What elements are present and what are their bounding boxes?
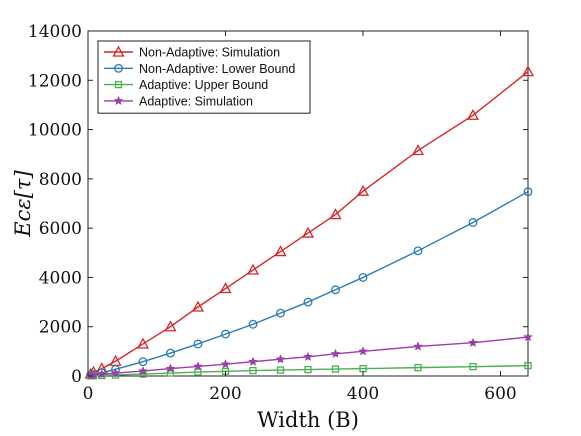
data-point bbox=[136, 337, 150, 349]
y-tick-label: 0 bbox=[71, 367, 82, 387]
data-point bbox=[166, 348, 175, 358]
legend-box bbox=[97, 40, 311, 114]
series-line bbox=[90, 191, 529, 376]
data-point bbox=[411, 144, 425, 156]
series-layer bbox=[84, 65, 535, 380]
legend-label: Non-Adaptive: Lower Bound bbox=[139, 62, 295, 76]
legend-label: Adaptive: Upper Bound bbox=[139, 78, 268, 92]
legend-marker bbox=[114, 63, 123, 73]
data-point bbox=[193, 361, 203, 371]
data-point bbox=[329, 208, 342, 220]
data-point bbox=[138, 357, 148, 367]
legend: Non-Adaptive: Simulation Non-Adaptive: Lo… bbox=[97, 40, 311, 114]
data-point bbox=[413, 341, 423, 351]
series-1 bbox=[84, 65, 535, 379]
data-point bbox=[304, 365, 312, 374]
data-point bbox=[303, 297, 313, 307]
x-tick-label: 600 bbox=[484, 384, 516, 404]
legend-marker bbox=[112, 45, 125, 57]
data-point bbox=[358, 346, 368, 356]
legend-entry: Non-Adaptive: Lower Bound bbox=[104, 62, 295, 76]
series-line bbox=[90, 336, 529, 377]
data-point bbox=[275, 354, 286, 364]
data-point bbox=[301, 226, 315, 238]
series-line bbox=[90, 364, 529, 377]
y-axis-label: Ecε[τ] bbox=[11, 170, 35, 238]
x-tick-label: 400 bbox=[347, 384, 379, 404]
data-point bbox=[138, 366, 148, 376]
data-point bbox=[193, 339, 203, 349]
data-point bbox=[468, 218, 478, 227]
data-point bbox=[164, 320, 177, 332]
legend-entry: Adaptive: Upper Bound bbox=[104, 78, 268, 92]
data-point bbox=[274, 245, 287, 257]
data-point bbox=[414, 363, 422, 372]
data-point bbox=[276, 366, 285, 374]
data-point bbox=[469, 362, 477, 371]
axes-layer: 0 200 400 600020004000600080001000012000140… bbox=[28, 22, 528, 404]
data-point bbox=[523, 332, 533, 342]
data-point bbox=[331, 365, 340, 373]
data-point bbox=[249, 366, 257, 375]
x-tick-label: 0 bbox=[83, 384, 94, 404]
data-point bbox=[356, 184, 370, 196]
data-point bbox=[468, 337, 478, 347]
legend-entry: Adaptive: Simulation bbox=[104, 94, 253, 108]
y-tick-label: 2000 bbox=[39, 318, 82, 338]
legend-marker bbox=[114, 80, 123, 89]
legend-label: Adaptive: Simulation bbox=[139, 94, 253, 108]
y-tick-label: 4000 bbox=[39, 268, 82, 288]
legend-label: Non-Adaptive: Simulation bbox=[139, 46, 280, 60]
data-point bbox=[276, 308, 285, 318]
y-tick-label: 10000 bbox=[28, 121, 82, 141]
data-point bbox=[220, 359, 231, 369]
x-tick-label: 200 bbox=[209, 384, 241, 404]
data-point bbox=[165, 363, 176, 373]
data-point bbox=[524, 361, 532, 370]
data-point bbox=[303, 351, 313, 361]
data-point bbox=[191, 300, 205, 312]
data-point bbox=[330, 348, 341, 358]
data-point bbox=[110, 367, 121, 378]
data-point bbox=[248, 356, 258, 366]
data-point bbox=[246, 263, 260, 275]
y-tick-label: 6000 bbox=[39, 219, 82, 239]
y-tick-label: 12000 bbox=[28, 71, 82, 91]
data-point bbox=[221, 329, 230, 339]
data-point bbox=[331, 285, 340, 295]
y-tick-label: 14000 bbox=[28, 22, 82, 42]
data-point bbox=[194, 368, 202, 376]
y-tick-label: 8000 bbox=[39, 170, 82, 190]
series-line bbox=[90, 71, 529, 375]
data-point bbox=[248, 319, 258, 329]
data-point bbox=[358, 272, 368, 282]
series-4 bbox=[85, 332, 533, 380]
data-point bbox=[413, 246, 423, 256]
legend-entry: Non-Adaptive: Simulation bbox=[104, 46, 280, 60]
data-point bbox=[523, 187, 533, 197]
data-point bbox=[466, 108, 480, 120]
x-axis-label: Width (B) bbox=[257, 408, 359, 432]
data-point bbox=[521, 65, 535, 77]
legend-marker bbox=[113, 95, 124, 105]
data-point bbox=[96, 369, 107, 379]
data-point bbox=[219, 282, 232, 294]
